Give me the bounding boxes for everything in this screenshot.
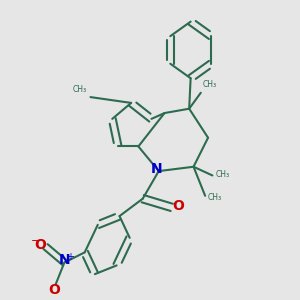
Text: CH₃: CH₃: [215, 169, 230, 178]
Text: CH₃: CH₃: [202, 80, 216, 89]
Text: O: O: [172, 199, 184, 213]
Text: N: N: [151, 162, 162, 176]
Text: O: O: [34, 238, 46, 252]
Text: N: N: [58, 253, 70, 267]
Text: CH₃: CH₃: [73, 85, 87, 94]
Text: −: −: [31, 236, 40, 246]
Text: O: O: [48, 283, 60, 296]
Text: CH₃: CH₃: [208, 193, 222, 202]
Text: +: +: [66, 252, 74, 262]
